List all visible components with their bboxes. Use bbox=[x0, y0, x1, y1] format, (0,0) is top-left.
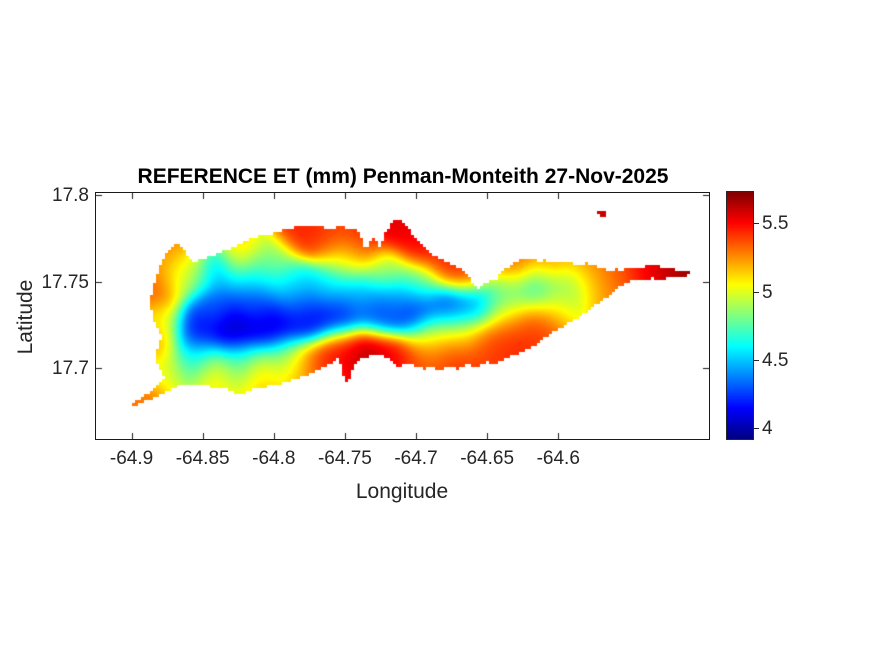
colorbar-tick-mark bbox=[754, 428, 759, 429]
colorbar-gradient bbox=[727, 192, 753, 439]
y-tick-label: 17.8 bbox=[52, 185, 89, 207]
colorbar-tick-label: 4 bbox=[762, 418, 773, 440]
x-tick-label: -64.7 bbox=[394, 448, 438, 469]
heatmap-canvas bbox=[96, 193, 709, 439]
y-tick-label: 17.7 bbox=[52, 358, 89, 380]
colorbar-tick-mark bbox=[754, 360, 759, 361]
x-axis-label: Longitude bbox=[355, 480, 449, 503]
colorbar bbox=[726, 191, 754, 440]
y-tick-label: 17.75 bbox=[41, 271, 89, 293]
colorbar-tick-mark bbox=[754, 292, 759, 293]
colorbar-tick-mark bbox=[754, 223, 759, 224]
x-tick-label: -64.85 bbox=[175, 448, 230, 469]
x-tick-label: -64.9 bbox=[109, 448, 154, 469]
plot-area bbox=[95, 192, 710, 440]
x-tick-label: -64.8 bbox=[252, 448, 296, 469]
x-tick-label: -64.75 bbox=[317, 448, 372, 469]
colorbar-tick-label: 4.5 bbox=[762, 349, 789, 371]
colorbar-tick-label: 5.5 bbox=[762, 213, 789, 235]
chart-title: REFERENCE ET (mm) Penman-Monteith 27-Nov… bbox=[137, 165, 669, 188]
x-tick-label: -64.65 bbox=[460, 448, 515, 469]
x-tick-label: -64.6 bbox=[536, 448, 580, 469]
colorbar-tick-label: 5 bbox=[762, 281, 773, 303]
